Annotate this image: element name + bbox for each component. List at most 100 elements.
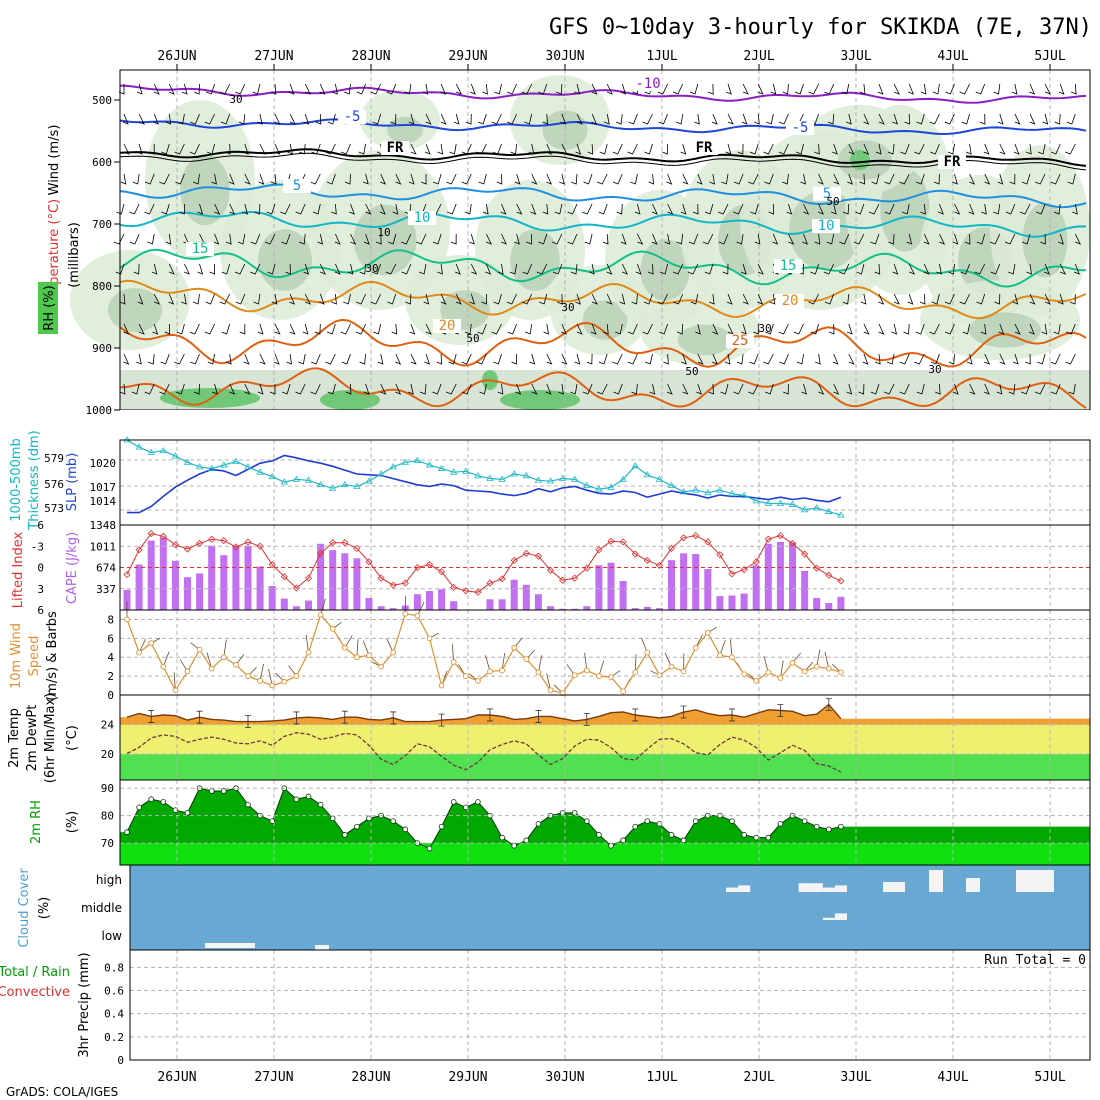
wind-barb: [906, 233, 913, 245]
contour-freezing: [119, 152, 1087, 171]
run-total-label: Run Total = 0: [984, 953, 1086, 968]
wind-barb: [385, 263, 397, 275]
rh-area: [180, 154, 230, 226]
wind-barb: [560, 113, 567, 125]
wind-barb: [542, 113, 549, 125]
wind-barb: [206, 83, 215, 95]
wind-barb: [175, 383, 185, 395]
wind-barb: [478, 173, 487, 185]
date-label-bottom: 26JUN: [157, 1070, 196, 1085]
wind-barb: [763, 353, 774, 365]
date-label-top: 4JUL: [937, 49, 968, 64]
wind-barb: [165, 113, 172, 125]
rh-point: [729, 818, 735, 824]
wind-barb: [235, 293, 246, 305]
relative-humidity-panel: 90 80 70: [101, 779, 1091, 866]
wind-barb: [410, 353, 417, 365]
wind-barb: [635, 263, 642, 275]
slp-point: [353, 482, 361, 489]
wind-barb: [1069, 293, 1076, 305]
wind-barb: [846, 323, 853, 335]
wind-barb: [920, 83, 927, 95]
slp-point: [462, 467, 470, 474]
rh-point: [438, 823, 445, 830]
wind-speed-point: [414, 612, 421, 619]
rh-band: [120, 843, 1090, 865]
wind-barb: [365, 203, 372, 215]
wind-speed-point: [765, 669, 772, 676]
contour-label: 10: [414, 210, 431, 226]
li-point: [317, 549, 325, 557]
rh-point: [208, 788, 215, 794]
li-tick: 6: [37, 604, 44, 617]
contour-plus5: [119, 183, 1087, 209]
wind-barb: [136, 353, 142, 365]
wind-barb: [281, 233, 291, 245]
wind-barb: [1040, 233, 1046, 245]
wind-barb: [465, 113, 472, 125]
cape-bar: [655, 608, 663, 610]
wind-barb: [529, 353, 536, 365]
wind-barb: [720, 383, 729, 395]
wind-barb: [1058, 233, 1064, 245]
wind-barb: [1014, 323, 1021, 335]
wind-barb: [576, 113, 583, 125]
wind-barb: [1021, 173, 1031, 185]
wind-speed-point: [233, 661, 239, 668]
wind-barb: [808, 293, 819, 305]
wind-barb: [893, 293, 900, 305]
precip-units-label: 3hr Precip (mm): [77, 952, 92, 1057]
temp-minmax-bar: [583, 712, 590, 726]
li-point: [244, 538, 252, 546]
li-point: [171, 541, 179, 549]
wind-barb: [221, 323, 231, 335]
wind-barb: [159, 383, 170, 395]
cape-bar: [534, 594, 542, 610]
temp-minmax-bar: [438, 713, 445, 727]
wind-speed-point: [583, 667, 590, 674]
wind-barb: [258, 173, 265, 185]
wind-barb: [859, 173, 866, 185]
rh-point: [305, 793, 312, 800]
li-tick: -3: [31, 540, 44, 553]
wind-barb: [372, 113, 382, 125]
slp-point: [195, 463, 204, 470]
wind-barb: [1072, 203, 1078, 215]
wind-barb: [796, 353, 804, 365]
rh-point: [221, 788, 227, 794]
wind-barb: [938, 203, 944, 215]
wind-barb: [892, 263, 899, 275]
wind-barb: [242, 203, 248, 215]
wind-barb: [538, 233, 548, 245]
wind-barb: [317, 233, 324, 245]
wind-barb: [525, 323, 533, 335]
wind-barb: [481, 293, 487, 305]
wind-barb: [491, 323, 502, 335]
wind-barb: [722, 263, 729, 275]
rh-point: [293, 796, 300, 802]
wind-barb: [423, 293, 430, 305]
wind-barb: [952, 383, 959, 395]
cloud-units-label: (%): [37, 897, 52, 920]
wind-barb: [944, 113, 955, 125]
wind-barb: [620, 233, 627, 245]
cape-bar: [643, 606, 651, 610]
wind-speed-point: [680, 668, 687, 675]
wind-barb: [464, 323, 472, 335]
wind-barb: [331, 203, 337, 215]
wind-barb: [254, 203, 261, 215]
wind-barb: [270, 83, 277, 95]
wind-barb: [546, 353, 553, 365]
wind-barb: [944, 293, 955, 305]
wind-barb: [586, 353, 593, 365]
wind-barb: [123, 353, 130, 365]
wind-barb: [528, 143, 535, 155]
upper-air-panel: -10 -5 -5 FR FR FR 5 5 10 10 15 15 20 20 25 30 10 30 50 30 5…: [70, 69, 1091, 417]
rh-label: 10: [377, 226, 390, 239]
li-point: [208, 535, 216, 543]
wind-barb: [689, 83, 699, 95]
wind-barb: [1008, 263, 1016, 275]
wind-barb: [900, 143, 910, 155]
wind-barb: [778, 113, 789, 125]
wind-barb: [830, 203, 837, 215]
